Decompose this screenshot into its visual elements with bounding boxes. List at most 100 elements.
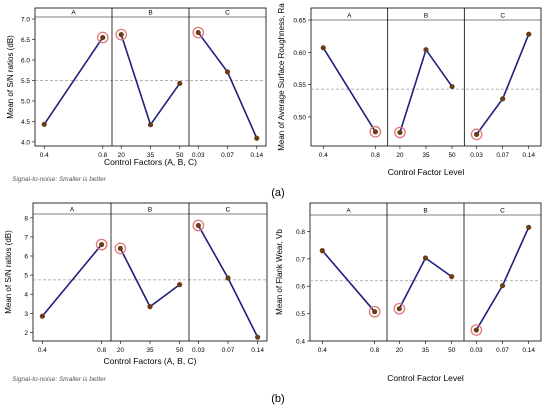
y-tick-label: 6.0	[21, 58, 30, 65]
x-tick-label: 20	[396, 152, 404, 159]
data-point	[449, 83, 455, 90]
x-tick-label: 35	[146, 347, 154, 354]
data-point	[422, 255, 429, 261]
data-point	[500, 96, 506, 102]
y-tick-label: 0.60	[293, 50, 306, 57]
x-axis-label: Control Factor Level	[387, 373, 464, 383]
data-point	[320, 45, 326, 51]
x-tick-label: 35	[147, 152, 155, 159]
optimal-level-marker	[192, 26, 205, 39]
x-tick-label: 0.07	[496, 347, 509, 354]
series-line-a	[322, 47, 377, 133]
y-axis-label: Mean of S/N ratios (dB)	[6, 35, 15, 119]
series-line-a	[41, 244, 103, 317]
chart-1: 4.0 4.5 5.0 5.5 6.0 6.5 7.0 A 0.4 0.8 B 20 35 50 C 0.03…	[6, 7, 267, 183]
x-tick-label: 0.14	[250, 152, 263, 159]
plot-frame	[32, 202, 268, 342]
series-line-c	[197, 225, 259, 338]
data-point	[449, 274, 455, 280]
series-line-c	[475, 226, 530, 331]
series-line-a	[43, 37, 104, 125]
x-tick-label: 20	[118, 152, 126, 159]
y-tick-label: 0.65	[293, 18, 306, 25]
panel-header-a: A	[346, 208, 351, 215]
optimal-level-marker	[96, 31, 109, 44]
y-tick-label: 0.4	[296, 339, 305, 346]
x-tick-label: 20	[117, 347, 125, 354]
y-tick-label: 5	[24, 273, 28, 280]
data-point	[195, 222, 201, 229]
x-tick-label: 0.03	[192, 347, 205, 354]
x-tick-label: 0.14	[522, 152, 535, 159]
panel-header-a: A	[347, 13, 352, 20]
data-point	[100, 34, 106, 41]
panel-header-c: C	[500, 208, 505, 215]
optimal-level-marker	[393, 302, 406, 315]
data-point	[39, 313, 45, 319]
x-tick-label: 0.8	[98, 152, 107, 159]
x-tick-label: 20	[396, 347, 404, 354]
x-tick-label: 0.4	[40, 152, 49, 159]
optimal-level-marker	[368, 305, 381, 318]
data-point	[499, 283, 506, 289]
chart-2: 0.50 0.55 0.60 0.65 A 0.4 0.8 B 20 35 50 C 0.03 0.07 0…	[277, 3, 542, 177]
y-tick-label: 4.5	[21, 119, 30, 126]
y-tick-label: 5.5	[21, 78, 30, 85]
x-tick-label: 0.4	[38, 347, 47, 354]
x-tick-label: 50	[176, 347, 184, 354]
plot-frame	[310, 7, 542, 147]
data-point	[372, 129, 378, 135]
optimal-level-marker	[192, 219, 205, 232]
data-point	[474, 131, 480, 137]
y-tick-label: 6	[24, 254, 28, 261]
data-point	[397, 129, 403, 136]
x-tick-label: 0.03	[470, 152, 483, 159]
x-tick-label: 0.07	[496, 152, 509, 159]
series-line-b	[399, 47, 453, 133]
x-tick-label: 0.14	[251, 347, 264, 354]
x-tick-label: 50	[448, 152, 456, 159]
optimal-level-marker	[470, 324, 483, 336]
x-tick-label: 0.4	[319, 152, 328, 159]
y-tick-label: 0.6	[296, 284, 305, 291]
data-point	[225, 275, 231, 281]
series-line-c	[197, 32, 258, 139]
x-tick-label: 0.07	[221, 152, 234, 159]
panel-header-b: B	[148, 207, 152, 214]
data-point	[473, 327, 479, 333]
y-tick-label: 0.5	[296, 311, 305, 318]
y-tick-label: 4	[24, 292, 28, 299]
series-line-a	[321, 250, 376, 313]
panel-header-a: A	[70, 207, 75, 214]
data-point	[147, 304, 153, 310]
y-tick-label: 5.0	[21, 98, 30, 105]
y-tick-label: 0.7	[296, 256, 305, 263]
data-point	[526, 31, 532, 37]
footnote: Signal-to-noise: Smaller is better	[12, 376, 107, 383]
data-point	[526, 224, 532, 230]
series-line-b	[120, 34, 181, 127]
optimal-level-marker	[115, 28, 128, 41]
optimal-level-marker	[95, 238, 108, 251]
row-label-a: (a)	[271, 187, 284, 199]
x-tick-label: 0.14	[522, 347, 535, 354]
x-tick-label: 0.8	[97, 347, 106, 354]
optimal-level-marker	[394, 126, 406, 139]
plot-frame	[309, 202, 542, 342]
data-point	[396, 306, 402, 312]
data-point	[319, 248, 325, 254]
y-tick-label: 6.5	[21, 37, 30, 44]
y-tick-label: 3	[24, 311, 28, 318]
x-tick-label: 0.8	[371, 152, 380, 159]
y-axis-label: Mean of Flank Wear, Vb	[275, 229, 284, 315]
panel-header-b: B	[424, 13, 428, 20]
chart-3: 2 3 4 5 6 7 8 A 0.4 0.8 B 20 35 50 C 0.03 0.07 0.14 Contro…	[4, 202, 268, 383]
x-tick-label: 0.8	[370, 347, 379, 354]
panel-header-c: C	[225, 10, 230, 17]
x-tick-label: 50	[176, 152, 184, 159]
data-point	[255, 334, 261, 340]
data-point	[254, 135, 260, 141]
x-tick-label: 35	[422, 152, 430, 159]
data-point	[224, 69, 231, 75]
